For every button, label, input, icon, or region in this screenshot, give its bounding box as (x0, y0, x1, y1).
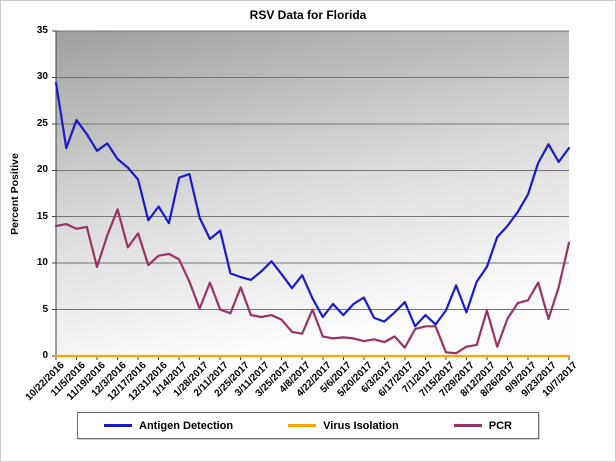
y-axis-label: 10 (36, 257, 48, 269)
y-axis-label: 15 (36, 210, 48, 222)
plot-background (56, 31, 569, 356)
legend-label-pcr: PCR (488, 419, 512, 432)
legend-item-antigen-detection: Antigen Detection (104, 420, 233, 432)
pcr-line (54, 208, 571, 355)
virus-isolation-line-swatch (288, 424, 317, 427)
legend-item-pcr: PCR (453, 419, 512, 432)
legend-item-virus-isolation: Virus Isolation (288, 420, 399, 432)
y-axis-label: 5 (42, 303, 48, 315)
legend-label-virus-isolation: Virus Isolation (323, 419, 399, 432)
y-axis-label: 30 (36, 71, 48, 83)
y-axis-label: 20 (36, 164, 48, 176)
antigen-detection-line-swatch (104, 424, 132, 427)
legend: Antigen Detection Virus Isolation PCR (77, 412, 539, 439)
antigen-detection-line (54, 81, 571, 328)
legend-label-antigen-detection: Antigen Detection (139, 419, 234, 432)
y-axis-label: 0 (42, 350, 48, 361)
y-axis-label: 25 (36, 117, 48, 129)
chart-title: RSV Data for Florida (249, 8, 367, 22)
y-axis-label: 35 (36, 25, 48, 36)
pcr-line-swatch (453, 424, 482, 427)
